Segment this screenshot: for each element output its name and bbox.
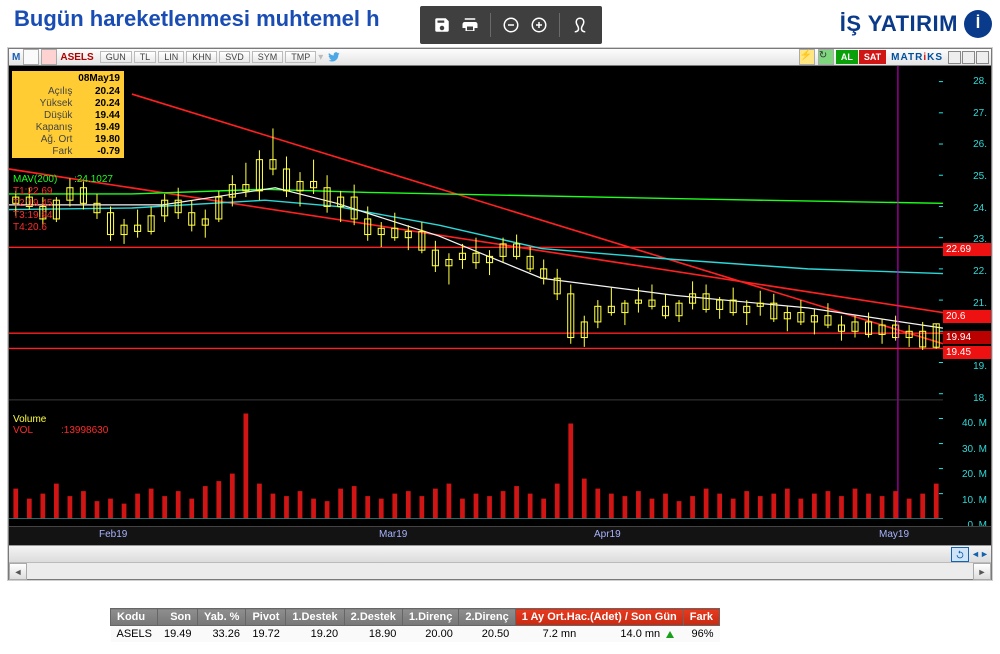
ohlc-box: 08May19 Açılış20.24Yüksek20.24Düşük19.44…	[11, 70, 125, 159]
table-row: ASELS19.4933.2619.7219.2018.9020.0020.50…	[111, 626, 720, 643]
min-icon[interactable]	[948, 51, 961, 64]
refresh-icon[interactable]: ↻	[818, 49, 834, 65]
scroll-left-icon[interactable]: ◄	[9, 563, 27, 580]
zoom-in-icon[interactable]	[525, 11, 553, 39]
chart-window: M ASELS GUNTLLINKHNSVDSYMTMP ▾ ⚡ ↻ AL SA…	[8, 48, 992, 580]
chart-toolbar: M ASELS GUNTLLINKHNSVDSYMTMP ▾ ⚡ ↻ AL SA…	[9, 49, 991, 66]
tb-icon[interactable]	[23, 49, 39, 65]
h-scrollbar[interactable]: ◄ ►	[9, 562, 991, 579]
right-arrow-icon[interactable]: ►	[980, 547, 989, 560]
pdf-toolbar	[420, 6, 602, 44]
tb-tmp[interactable]: TMP	[285, 51, 316, 63]
symbol: ASELS	[60, 52, 93, 63]
tb-icon[interactable]	[41, 49, 57, 65]
price-chart[interactable]	[9, 66, 943, 519]
tb-svd[interactable]: SVD	[219, 51, 250, 63]
ohlc-date: 08May19	[12, 71, 124, 86]
brand: İŞ YATIRIM İ	[840, 10, 992, 38]
refresh-bar: ◄►	[9, 545, 991, 562]
tb-khn[interactable]: KHN	[186, 51, 217, 63]
brand-text: İŞ YATIRIM	[840, 11, 958, 37]
brand-logo-icon: İ	[964, 10, 992, 38]
y-axis: 18.19.20.21.22.23.24.25.26.27.28.22.6919…	[943, 66, 991, 526]
save-icon[interactable]	[428, 11, 456, 39]
tb-tl[interactable]: TL	[134, 51, 157, 63]
summary-table: KoduSonYab. %Pivot1.Destek2.Destek1.Dire…	[110, 608, 720, 643]
tb-gun[interactable]: GUN	[100, 51, 132, 63]
refresh-icon[interactable]	[951, 547, 969, 562]
left-arrow-icon[interactable]: ◄	[971, 547, 980, 560]
sell-button[interactable]: SAT	[859, 50, 886, 64]
x-axis: Feb19Mar19Apr19May19	[9, 526, 991, 545]
scroll-right-icon[interactable]: ►	[973, 563, 991, 580]
tlevels: MAV(200) :24.1027T1:22.69T2:19.45T3:19.9…	[13, 174, 113, 234]
zoom-out-icon[interactable]	[497, 11, 525, 39]
close-icon[interactable]	[976, 51, 989, 64]
volume-label: VolumeVOL:13998630	[13, 414, 108, 436]
matriks-logo: MATRiKS	[891, 52, 943, 63]
acrobat-icon[interactable]	[566, 11, 594, 39]
lightning-icon[interactable]: ⚡	[799, 49, 815, 65]
twitter-icon[interactable]	[327, 50, 341, 64]
tb-lin[interactable]: LIN	[158, 51, 184, 63]
max-icon[interactable]	[962, 51, 975, 64]
chart-body: 08May19 Açılış20.24Yüksek20.24Düşük19.44…	[9, 66, 991, 526]
print-icon[interactable]	[456, 11, 484, 39]
tb-sym[interactable]: SYM	[252, 51, 284, 63]
buy-button[interactable]: AL	[836, 50, 858, 64]
